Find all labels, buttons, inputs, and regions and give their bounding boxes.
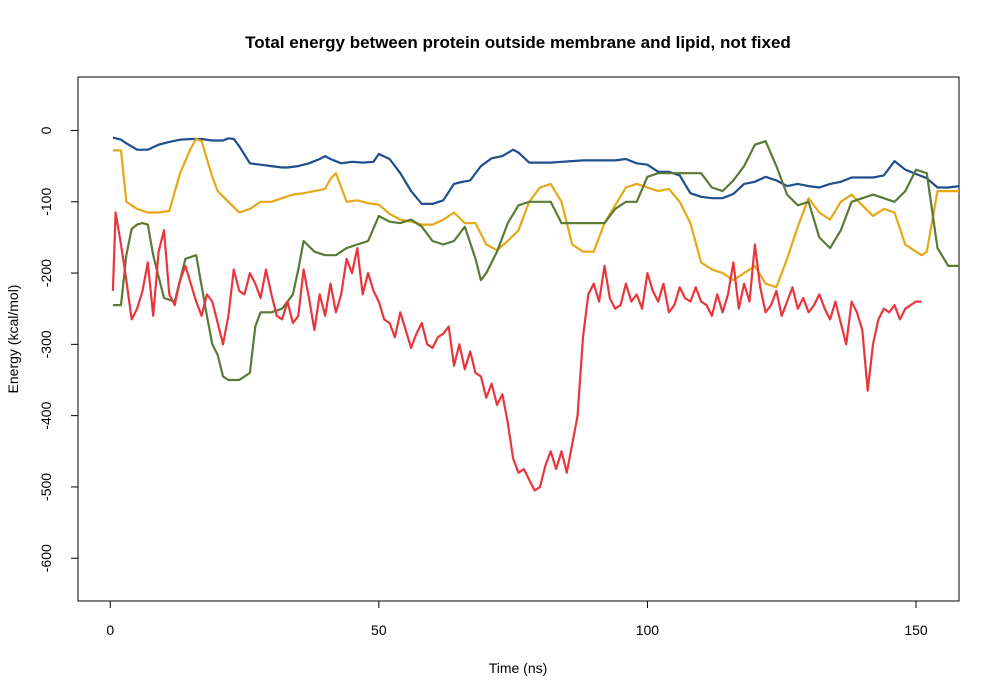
x-axis-label: Time (ns): [489, 660, 548, 676]
x-tick-label: 150: [904, 622, 928, 638]
y-tick-label: -500: [38, 473, 54, 501]
y-tick-label: -600: [38, 544, 54, 572]
y-tick-label: -300: [38, 330, 54, 358]
chart-title: Total energy between protein outside mem…: [245, 33, 791, 52]
plot-frame: [77, 76, 960, 602]
y-tick-label: -200: [38, 259, 54, 287]
y-axis: 0 -100 -200 -300 -400 -500 -600: [38, 126, 79, 572]
x-tick-label: 50: [371, 622, 387, 638]
series-line-3: [112, 140, 959, 382]
x-tick-label: 100: [636, 622, 660, 638]
series-line-2: [112, 137, 959, 289]
y-axis-label: Energy (kcal/mol): [5, 285, 21, 394]
y-tick-label: -400: [38, 401, 54, 429]
series-layer: [111, 136, 960, 492]
series-line-4: [111, 211, 922, 492]
y-tick-label: 0: [38, 126, 54, 134]
x-axis: 0 50 100 150: [106, 600, 928, 638]
series-line-1: [112, 136, 960, 205]
x-tick-label: 0: [106, 622, 114, 638]
y-tick-label: -100: [38, 188, 54, 216]
